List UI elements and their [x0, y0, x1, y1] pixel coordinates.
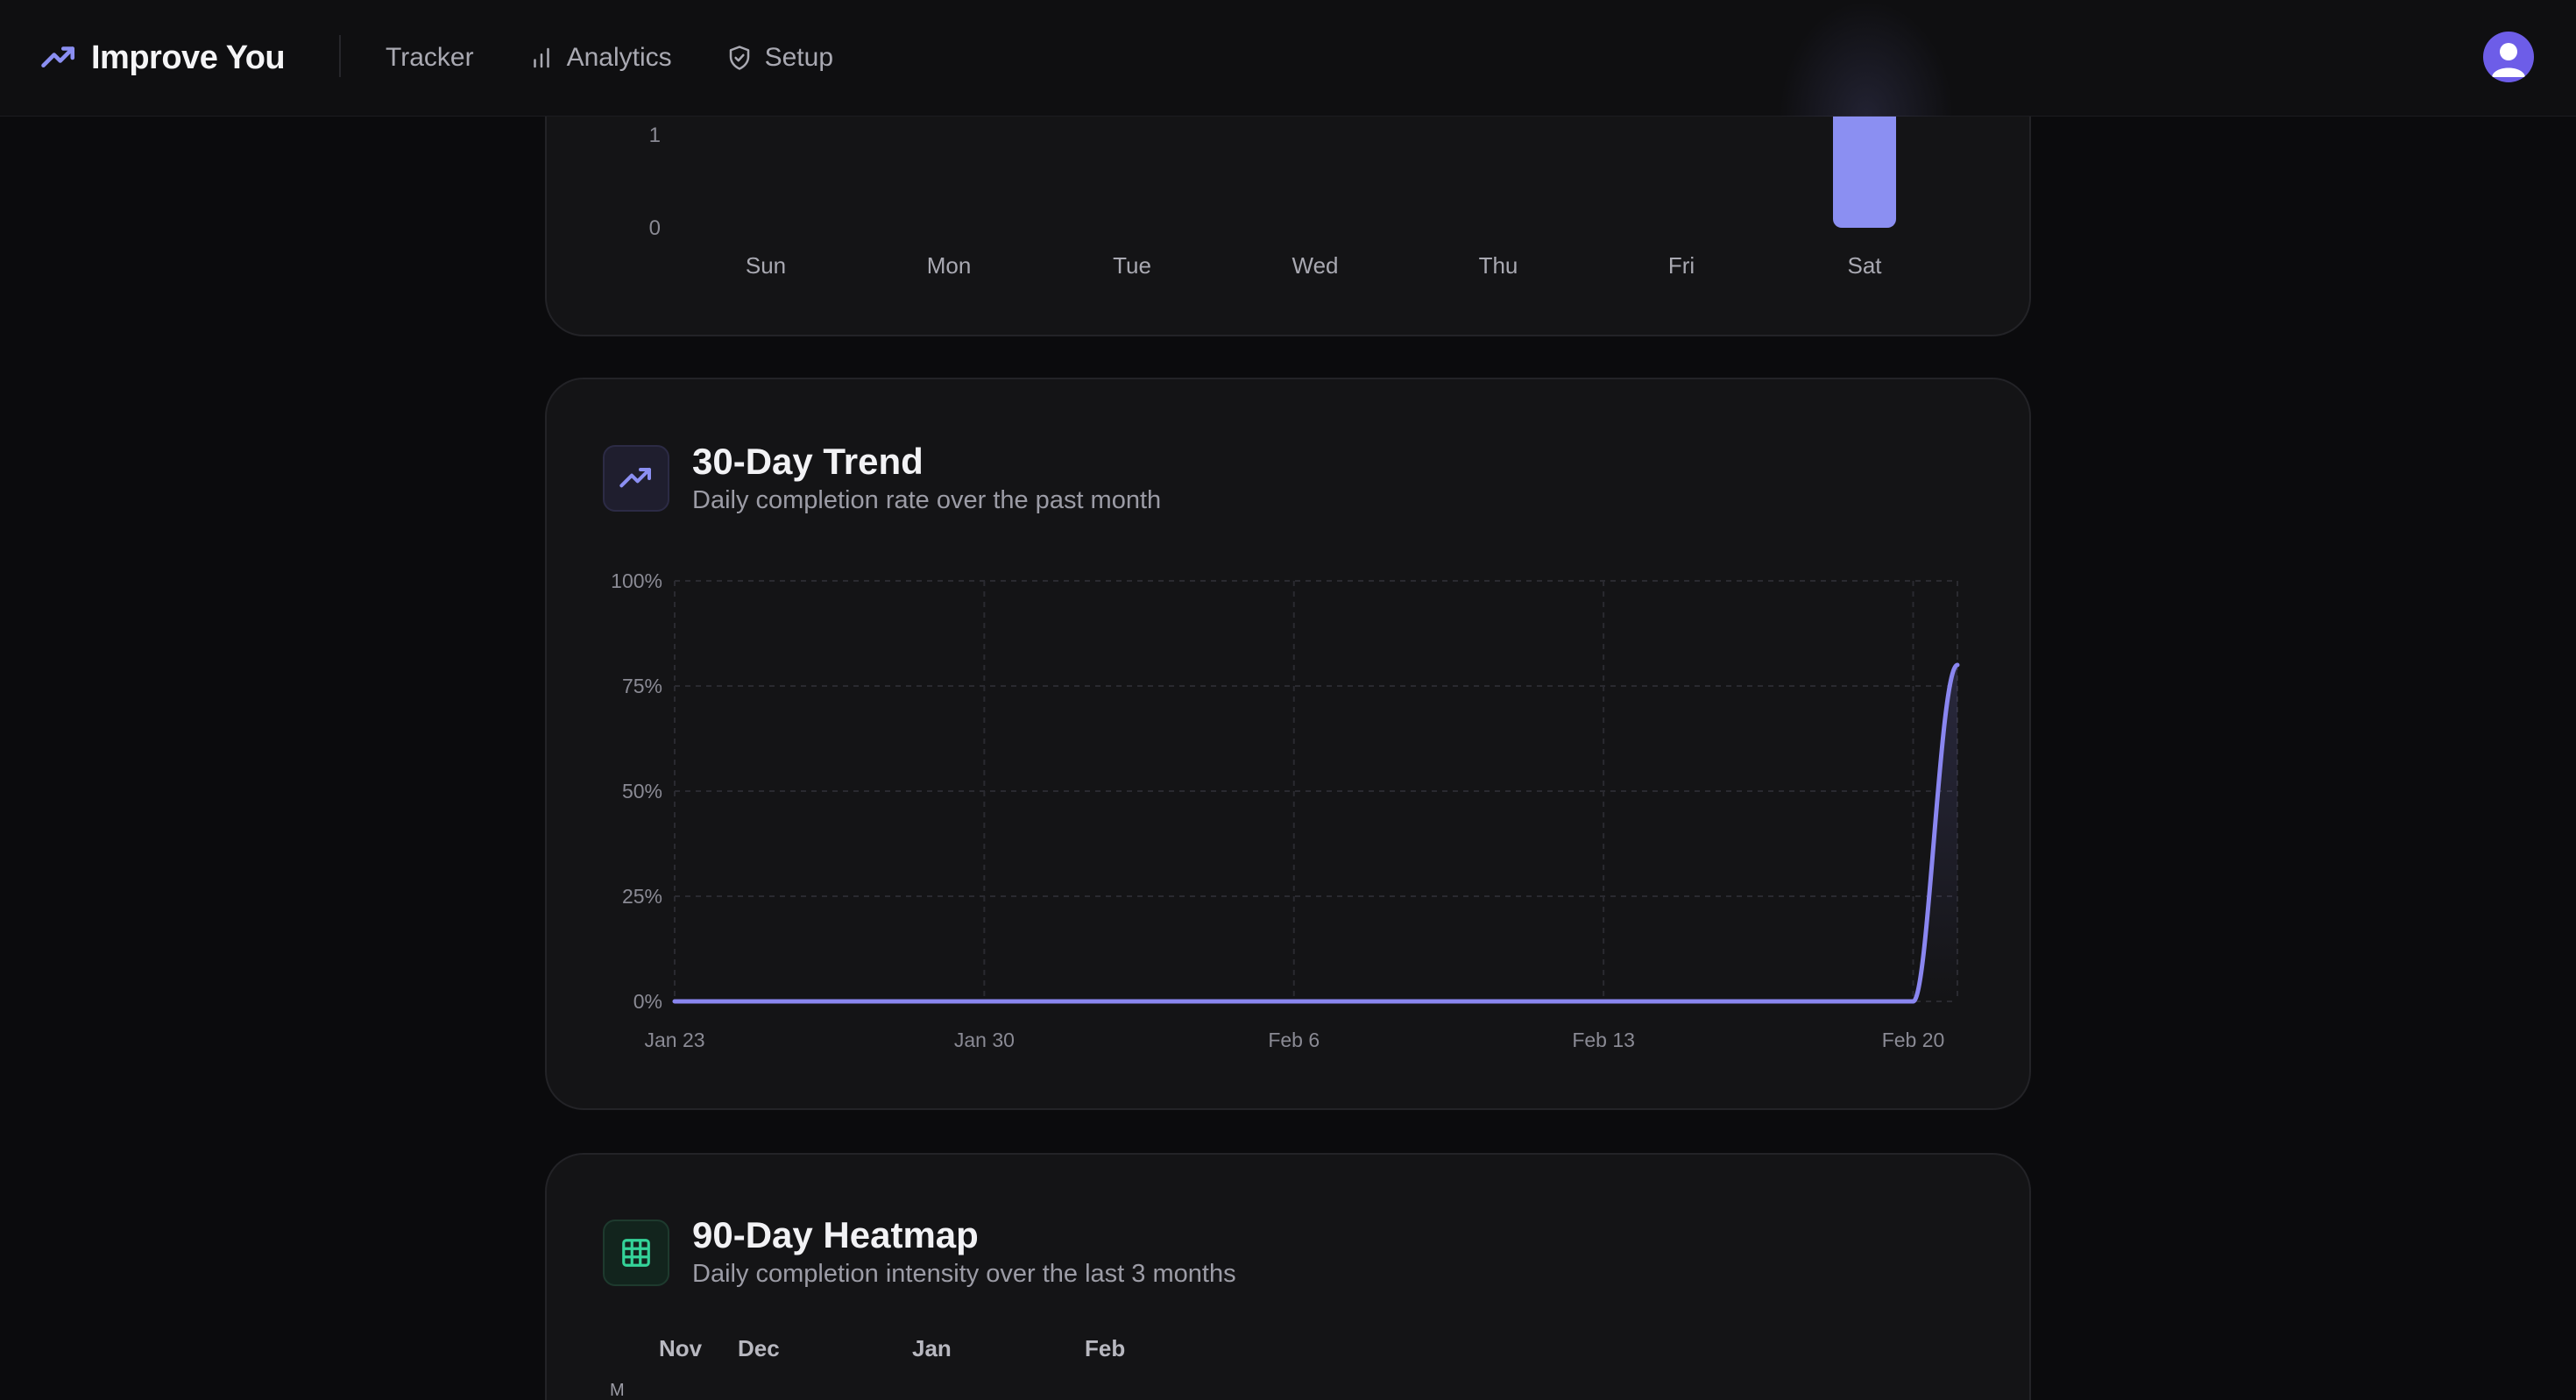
grid-icon: [622, 1239, 650, 1267]
trending-up-icon: [619, 468, 651, 488]
heatmap-subtitle: Daily completion intensity over the last…: [692, 1260, 1236, 1288]
trend-card-icon: [603, 445, 669, 512]
weekly-xtick-thu: Thu: [1479, 252, 1518, 279]
shield-check-icon: [729, 46, 749, 70]
trend-card: 30-Day Trend Daily completion rate over …: [545, 378, 2031, 1110]
heatmap-card-icon: [603, 1220, 669, 1286]
weekly-xtick-fri: Fri: [1668, 252, 1695, 279]
weekly-xtick-mon: Mon: [927, 252, 972, 279]
nav-analytics[interactable]: Analytics: [528, 43, 672, 73]
trend-xtick: Jan 30: [954, 1029, 1015, 1051]
nav-tracker[interactable]: Tracker: [386, 43, 474, 73]
trend-ytick: 50%: [622, 780, 662, 803]
heatmap-month-nov: Nov: [659, 1335, 703, 1361]
user-avatar-icon: [2492, 43, 2525, 77]
weekly-xtick-wed: Wed: [1292, 252, 1339, 279]
top-navbar: Improve You Tracker Analytics Setup: [0, 0, 2576, 117]
trend-ytick: 0%: [633, 990, 662, 1013]
heatmap-card: 90-Day Heatmap Daily completion intensit…: [545, 1153, 2031, 1400]
trend-line-chart: 100% 75% 50% 25% 0% Jan 23 Jan 30 Feb 6 Feb 13 F…: [611, 569, 1960, 1051]
trend-ytick: 25%: [622, 885, 662, 908]
weekly-ytick-0: 0: [649, 216, 661, 240]
brand-name: Improve You: [91, 39, 286, 76]
weekly-xtick-sat: Sat: [1847, 252, 1882, 279]
header-glow: [1779, 0, 1954, 117]
trend-ytick: 100%: [611, 569, 662, 592]
bar-chart-icon: [533, 47, 549, 68]
heatmap-title: 90-Day Heatmap: [692, 1214, 979, 1255]
trend-xtick: Feb 13: [1572, 1029, 1635, 1051]
nav-tracker-label: Tracker: [386, 43, 474, 72]
trend-xtick: Feb 6: [1268, 1029, 1320, 1051]
heatmap-day-label: M: [610, 1381, 625, 1400]
nav-analytics-label: Analytics: [566, 43, 672, 72]
main-nav: Tracker Analytics Setup: [386, 33, 888, 82]
heatmap-month-feb: Feb: [1085, 1335, 1126, 1361]
trend-series-line: [672, 662, 1960, 1004]
trend-area: [675, 665, 1957, 1001]
nav-setup-label: Setup: [764, 43, 834, 72]
trend-title: 30-Day Trend: [692, 441, 924, 482]
heatmap-month-jan: Jan: [912, 1335, 952, 1361]
nav-divider: [339, 35, 341, 77]
trend-xtick: Jan 23: [644, 1029, 704, 1051]
weekly-ytick-1: 1: [649, 124, 661, 147]
trending-up-icon: [41, 46, 75, 68]
heatmap-month-dec: Dec: [738, 1335, 780, 1361]
trend-ytick: 75%: [622, 675, 662, 697]
weekly-xtick-sun: Sun: [746, 252, 786, 279]
user-avatar[interactable]: [2483, 32, 2534, 82]
weekly-xtick-tue: Tue: [1113, 252, 1151, 279]
nav-setup[interactable]: Setup: [726, 43, 833, 73]
trend-xtick: Feb 20: [1882, 1029, 1945, 1051]
trend-subtitle: Daily completion rate over the past mont…: [692, 486, 1162, 514]
brand[interactable]: Improve You: [40, 33, 286, 82]
